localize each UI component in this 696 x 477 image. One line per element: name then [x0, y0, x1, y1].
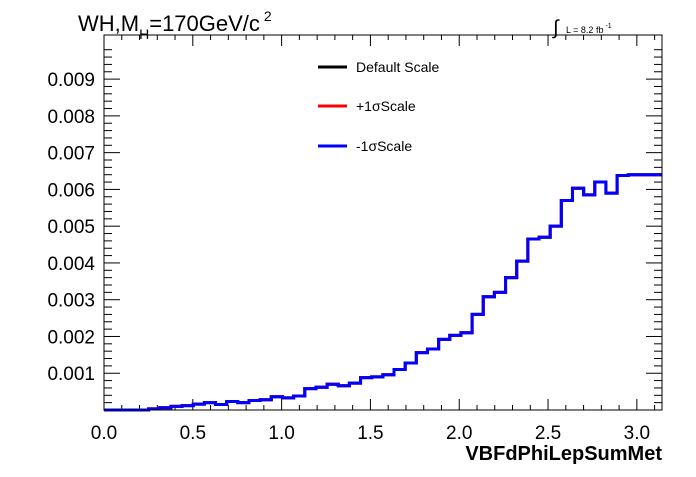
y-tick-labels: 0.001 0.002 0.003 0.004 0.005 0.006 0.007 0.008… [47, 70, 95, 385]
title-prefix: WH,M [78, 11, 139, 36]
legend-label-default: Default Scale [356, 59, 439, 75]
x-tick-label: 1.0 [268, 423, 294, 444]
x-tick-label: 2.0 [446, 423, 472, 444]
lumi-label: L = 8.2 fb -1 [566, 23, 612, 35]
y-tick-label: 0.004 [47, 254, 95, 275]
x-tick-label: 0.0 [91, 423, 117, 444]
lumi-text: L = 8.2 fb [566, 25, 603, 35]
chart-title: WH,MH=170GeV/c 2 [78, 8, 272, 42]
y-tick-label: 0.008 [47, 107, 95, 128]
legend-label-plus1sigma: +1σScale [356, 98, 416, 114]
series-layer [104, 173, 662, 412]
series-line-2 [104, 173, 662, 412]
x-tick-label: 3.0 [624, 423, 650, 444]
legend: Default Scale +1σScale -1σScale [318, 59, 439, 154]
x-axis-label: VBFdPhiLepSumMet [465, 443, 662, 465]
y-tick-label: 0.001 [47, 364, 95, 385]
axis-ticks [103, 35, 662, 410]
x-tick-labels: 0.0 0.5 1.0 1.5 2.0 2.5 3.0 [91, 423, 650, 444]
y-tick-label: 0.003 [47, 291, 95, 312]
plot-frame [103, 34, 663, 411]
legend-label-minus1sigma: -1σScale [356, 138, 412, 154]
title-main: =170GeV/c [149, 11, 260, 36]
lumi-exponent: -1 [605, 23, 611, 30]
x-tick-label: 0.5 [180, 423, 206, 444]
y-tick-label: 0.006 [47, 180, 95, 201]
y-tick-label: 0.009 [47, 70, 95, 91]
title-subscript: H [139, 26, 149, 42]
y-tick-label: 0.005 [47, 217, 95, 238]
y-tick-label: 0.002 [47, 327, 95, 348]
lumi-integral-sign: ∫ [552, 17, 560, 39]
title-superscript: 2 [264, 8, 272, 24]
x-tick-label: 1.5 [357, 423, 383, 444]
x-tick-label: 2.5 [535, 423, 561, 444]
y-tick-label: 0.007 [47, 144, 95, 165]
